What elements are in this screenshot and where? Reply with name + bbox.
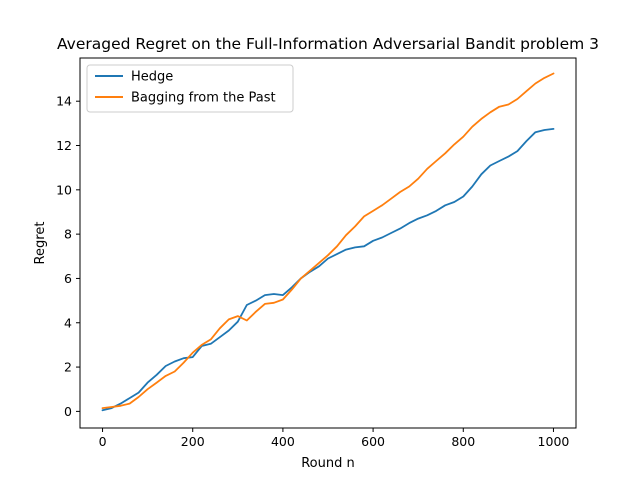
series-line-0 (101, 127, 555, 412)
legend-label-hedge: Hedge (131, 70, 173, 85)
y-axis-ticks: 0 2 4 6 8 10 12 14 (56, 94, 80, 419)
x-axis-label: Round n (301, 456, 355, 471)
y-tick-label: 6 (64, 271, 72, 286)
plot-area-frame (79, 57, 577, 429)
legend-box (86, 64, 294, 113)
y-tick-label: 8 (64, 227, 72, 242)
x-tick-label: 600 (361, 434, 385, 449)
x-tick-label: 400 (271, 434, 295, 449)
series-line-1 (101, 72, 555, 410)
y-tick-label: 10 (56, 182, 72, 197)
y-axis-label: Regret (33, 222, 48, 265)
x-tick-label: 200 (181, 434, 205, 449)
y-tick-label: 0 (64, 404, 72, 419)
x-tick-label: 1000 (538, 434, 570, 449)
x-tick-label: 0 (99, 434, 107, 449)
y-tick-label: 4 (64, 315, 72, 330)
y-tick-label: 14 (56, 94, 72, 109)
chart-title: Averaged Regret on the Full-Information … (57, 35, 599, 53)
plot-lines (101, 72, 555, 412)
y-tick-label: 12 (56, 138, 72, 153)
legend-label-bagging: Bagging from the Past (131, 91, 276, 106)
legend: Hedge Bagging from the Past (86, 64, 294, 113)
x-axis-ticks: 0 200 400 600 800 1000 (99, 428, 570, 449)
x-tick-label: 800 (451, 434, 475, 449)
y-tick-label: 2 (64, 360, 72, 375)
